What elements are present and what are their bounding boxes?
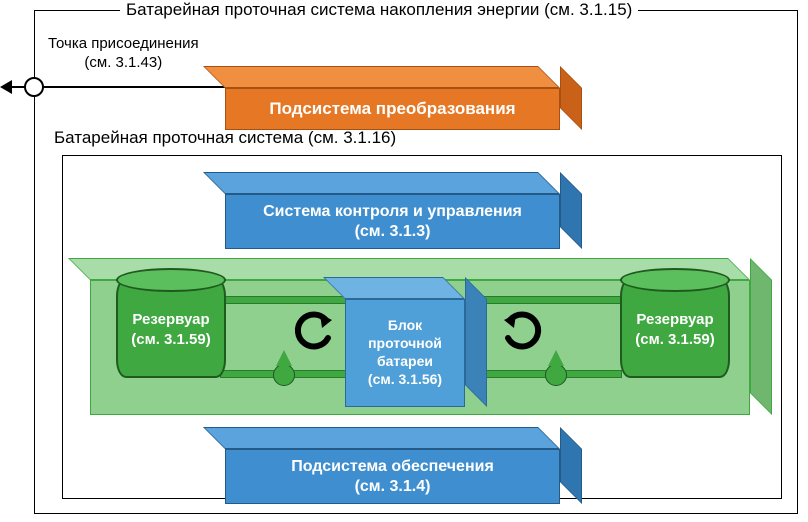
box-top xyxy=(203,427,560,449)
rotation-arrow-left-icon xyxy=(292,310,336,354)
reservoir-left-label: Резервуар (см. 3.1.59) xyxy=(116,310,226,349)
panel-side xyxy=(750,258,772,415)
pipe-left-top xyxy=(220,296,348,304)
outer-system-title: Батарейная проточная система накопления … xyxy=(120,0,638,20)
flow-battery-block: Блок проточной батареи (см. 3.1.56) xyxy=(345,277,487,407)
control-system-front: Система контроля и управления (см. 3.1.3… xyxy=(225,194,560,249)
connection-point-line2: (см. 3.1.43) xyxy=(48,54,199,73)
box-top xyxy=(323,277,465,299)
box-side xyxy=(560,427,582,504)
block-l4: (см. 3.1.56) xyxy=(368,371,442,389)
flow-battery-front: Блок проточной батареи (см. 3.1.56) xyxy=(345,299,465,407)
pump-left-icon xyxy=(273,364,295,386)
pump-right-icon xyxy=(545,364,567,386)
box-top xyxy=(203,66,560,88)
reservoir-right-l2: (см. 3.1.59) xyxy=(620,330,730,350)
box-side xyxy=(560,66,582,130)
reservoir-left-l2: (см. 3.1.59) xyxy=(116,330,226,350)
support-subsystem-front: Подсистема обеспечения (см. 3.1.4) xyxy=(225,449,560,504)
reservoir-left-l1: Резервуар xyxy=(116,310,226,330)
support-subsystem-box: Подсистема обеспечения (см. 3.1.4) xyxy=(225,427,582,504)
connection-point-label: Точка присоединения (см. 3.1.43) xyxy=(48,35,199,73)
diagram-canvas: Батарейная проточная система накопления … xyxy=(0,0,808,522)
cylinder-top xyxy=(620,268,730,292)
connection-arrow-left xyxy=(0,80,12,94)
block-l3: батареи xyxy=(377,353,433,371)
box-side xyxy=(465,277,487,407)
conversion-subsystem-label: Подсистема преобразования xyxy=(225,88,560,130)
box-side xyxy=(560,172,582,249)
pump-right-triangle-icon xyxy=(548,350,564,366)
reservoir-right: Резервуар (см. 3.1.59) xyxy=(620,268,730,386)
control-system-label-1: Система контроля и управления xyxy=(263,202,522,222)
box-top xyxy=(203,172,560,194)
pipe-right-top xyxy=(482,296,622,304)
control-system-label-2: (см. 3.1.3) xyxy=(355,222,431,242)
connection-point-line1: Точка присоединения xyxy=(48,35,199,54)
reservoir-right-label: Резервуар (см. 3.1.59) xyxy=(620,310,730,349)
support-l1: Подсистема обеспечения xyxy=(291,457,494,477)
connection-node-icon xyxy=(24,77,44,97)
conversion-subsystem-box: Подсистема преобразования xyxy=(225,66,582,130)
reservoir-right-l1: Резервуар xyxy=(620,310,730,330)
block-l1: Блок xyxy=(388,317,422,335)
reservoir-left: Резервуар (см. 3.1.59) xyxy=(116,268,226,386)
rotation-arrow-right-icon xyxy=(500,310,544,354)
support-l2: (см. 3.1.4) xyxy=(355,477,431,497)
cylinder-top xyxy=(116,268,226,292)
pump-left-triangle-icon xyxy=(276,350,292,366)
control-system-box: Система контроля и управления (см. 3.1.3… xyxy=(225,172,582,249)
block-l2: проточной xyxy=(368,335,442,353)
inner-system-title: Батарейная проточная система (см. 3.1.16… xyxy=(54,128,396,148)
